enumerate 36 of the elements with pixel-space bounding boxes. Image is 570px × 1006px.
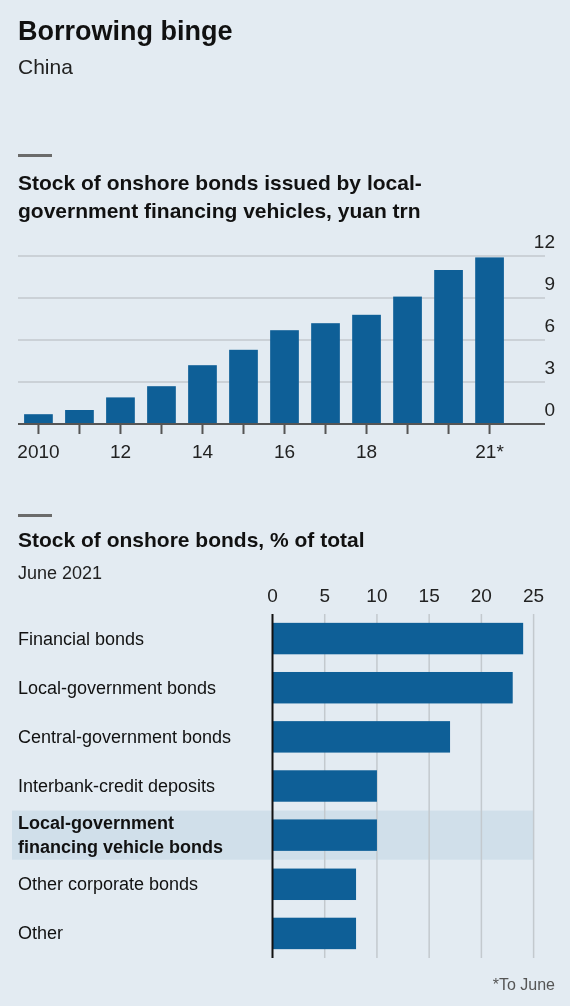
x-tick-label: 20 — [470, 585, 492, 606]
bar — [272, 868, 357, 901]
chart-subtitle: China — [18, 55, 74, 78]
y-tick-label: 9 — [544, 273, 555, 294]
bar — [272, 721, 451, 753]
y-tick-label: Interbank-credit deposits — [18, 776, 216, 796]
y-tick-label: Central-government bonds — [18, 726, 232, 747]
text: June 2021 — [18, 563, 103, 583]
y-tick-label: Other corporate bonds — [18, 874, 199, 895]
bar — [272, 671, 513, 704]
y-tick-label: 0 — [544, 399, 555, 420]
y-tick-label: 12 — [533, 231, 555, 252]
x-tick-label: 21* — [475, 441, 505, 462]
chart-title: Stock of onshore bonds, % of total — [18, 528, 365, 551]
x-tick-label: 25 — [523, 585, 545, 606]
bar — [272, 917, 357, 950]
y-tick-label: Local-government financing vehicle bonds — [18, 813, 224, 858]
x-tick-label: 18 — [355, 441, 378, 462]
y-tick-label: 3 — [544, 357, 555, 378]
x-tick-label: 14 — [191, 441, 214, 462]
bar — [272, 770, 377, 802]
y-tick-label: Other — [18, 923, 64, 944]
x-tick-label: 2010 — [17, 441, 60, 462]
y-tick-label: 6 — [544, 315, 555, 336]
x-tick-label: 10 — [366, 585, 388, 606]
y-axis-title: Stock of onshore bonds issued by local-government financing vehicles, yuan trn — [18, 171, 422, 222]
bar — [272, 622, 524, 655]
text: *To June — [492, 976, 556, 993]
x-tick-label: 5 — [319, 585, 331, 606]
y-tick-label: Financial bonds — [18, 628, 145, 649]
x-tick-label: 16 — [273, 441, 296, 462]
y-tick-label: Local-government bonds — [18, 677, 217, 698]
x-tick-label: 15 — [418, 585, 440, 606]
bar — [272, 819, 377, 851]
chart-title: Borrowing binge — [18, 16, 233, 46]
x-tick-label: 0 — [267, 585, 278, 606]
